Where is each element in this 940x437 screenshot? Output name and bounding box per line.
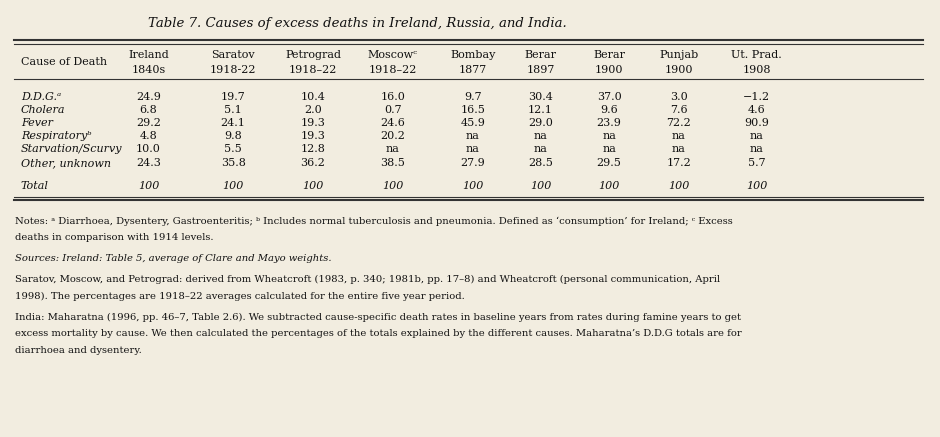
Text: Saratov: Saratov bbox=[212, 50, 255, 60]
Text: na: na bbox=[603, 132, 616, 141]
Text: 29.2: 29.2 bbox=[136, 118, 161, 128]
Text: Fever: Fever bbox=[21, 118, 53, 128]
Text: na: na bbox=[750, 132, 763, 141]
Text: Ut. Prad.: Ut. Prad. bbox=[731, 50, 782, 60]
Text: 3.0: 3.0 bbox=[670, 92, 687, 102]
Text: 100: 100 bbox=[599, 181, 619, 191]
Text: Moscowᶜ: Moscowᶜ bbox=[368, 50, 418, 60]
Text: 27.9: 27.9 bbox=[461, 159, 485, 168]
Text: 90.9: 90.9 bbox=[744, 118, 769, 128]
Text: 100: 100 bbox=[303, 181, 323, 191]
Text: 23.9: 23.9 bbox=[597, 118, 621, 128]
Text: na: na bbox=[386, 145, 400, 154]
Text: 29.5: 29.5 bbox=[597, 159, 621, 168]
Text: 100: 100 bbox=[383, 181, 403, 191]
Text: 16.5: 16.5 bbox=[461, 105, 485, 115]
Text: Berar: Berar bbox=[525, 50, 556, 60]
Text: Other, unknown: Other, unknown bbox=[21, 159, 111, 168]
Text: −1.2: −1.2 bbox=[744, 92, 770, 102]
Text: 1897: 1897 bbox=[526, 65, 555, 75]
Text: 30.4: 30.4 bbox=[528, 92, 553, 102]
Text: 1900: 1900 bbox=[665, 65, 693, 75]
Text: na: na bbox=[466, 145, 479, 154]
Text: 1918–22: 1918–22 bbox=[368, 65, 417, 75]
Text: 1918-22: 1918-22 bbox=[210, 65, 257, 75]
Text: 19.3: 19.3 bbox=[301, 132, 325, 141]
Text: 10.4: 10.4 bbox=[301, 92, 325, 102]
Text: 100: 100 bbox=[138, 181, 159, 191]
Text: 24.3: 24.3 bbox=[136, 159, 161, 168]
Text: 100: 100 bbox=[223, 181, 243, 191]
Text: 12.1: 12.1 bbox=[528, 105, 553, 115]
Text: na: na bbox=[750, 145, 763, 154]
Text: 1840s: 1840s bbox=[132, 65, 165, 75]
Text: 2.0: 2.0 bbox=[305, 105, 321, 115]
Text: 1908: 1908 bbox=[743, 65, 771, 75]
Text: 100: 100 bbox=[668, 181, 689, 191]
Text: diarrhoea and dysentery.: diarrhoea and dysentery. bbox=[15, 346, 142, 355]
Text: Saratov, Moscow, and Petrograd: derived from Wheatcroft (1983, p. 340; 1981b, pp: Saratov, Moscow, and Petrograd: derived … bbox=[15, 275, 720, 284]
Text: Sources: Ireland: Table 5, average of Clare and Mayo weights.: Sources: Ireland: Table 5, average of Cl… bbox=[15, 254, 332, 263]
Text: 1900: 1900 bbox=[595, 65, 623, 75]
Text: na: na bbox=[534, 132, 547, 141]
Text: 38.5: 38.5 bbox=[381, 159, 405, 168]
Text: 37.0: 37.0 bbox=[597, 92, 621, 102]
Text: 100: 100 bbox=[462, 181, 483, 191]
Text: 20.2: 20.2 bbox=[381, 132, 405, 141]
Text: 100: 100 bbox=[530, 181, 551, 191]
Text: India: Maharatna (1996, pp. 46–7, Table 2.6). We subtracted cause-specific death: India: Maharatna (1996, pp. 46–7, Table … bbox=[15, 312, 741, 322]
Text: 10.0: 10.0 bbox=[136, 145, 161, 154]
Text: 0.7: 0.7 bbox=[384, 105, 401, 115]
Text: 35.8: 35.8 bbox=[221, 159, 245, 168]
Text: Table 7. Causes of excess deaths in Ireland, Russia, and India.: Table 7. Causes of excess deaths in Irel… bbox=[148, 17, 567, 31]
Text: 45.9: 45.9 bbox=[461, 118, 485, 128]
Text: 6.8: 6.8 bbox=[140, 105, 157, 115]
Text: Cause of Death: Cause of Death bbox=[21, 58, 107, 67]
Text: 100: 100 bbox=[746, 181, 767, 191]
Text: 19.7: 19.7 bbox=[221, 92, 245, 102]
Text: 16.0: 16.0 bbox=[381, 92, 405, 102]
Text: Berar: Berar bbox=[593, 50, 625, 60]
Text: Bombay: Bombay bbox=[450, 50, 495, 60]
Text: excess mortality by cause. We then calculated the percentages of the totals expl: excess mortality by cause. We then calcu… bbox=[15, 329, 742, 338]
Text: 1998). The percentages are 1918–22 averages calculated for the entire five year : 1998). The percentages are 1918–22 avera… bbox=[15, 291, 464, 301]
Text: Ireland: Ireland bbox=[128, 50, 169, 60]
Text: na: na bbox=[534, 145, 547, 154]
Text: 4.6: 4.6 bbox=[748, 105, 765, 115]
Text: 1877: 1877 bbox=[459, 65, 487, 75]
Text: 9.6: 9.6 bbox=[601, 105, 618, 115]
Text: 17.2: 17.2 bbox=[666, 159, 691, 168]
Text: 29.0: 29.0 bbox=[528, 118, 553, 128]
Text: Starvation/Scurvy: Starvation/Scurvy bbox=[21, 145, 122, 154]
Text: 24.6: 24.6 bbox=[381, 118, 405, 128]
Text: 5.1: 5.1 bbox=[225, 105, 242, 115]
Text: 36.2: 36.2 bbox=[301, 159, 325, 168]
Text: Respiratoryᵇ: Respiratoryᵇ bbox=[21, 132, 91, 141]
Text: 7.6: 7.6 bbox=[670, 105, 687, 115]
Text: 9.7: 9.7 bbox=[464, 92, 481, 102]
Text: 4.8: 4.8 bbox=[140, 132, 157, 141]
Text: 19.3: 19.3 bbox=[301, 118, 325, 128]
Text: Petrograd: Petrograd bbox=[285, 50, 341, 60]
Text: 12.8: 12.8 bbox=[301, 145, 325, 154]
Text: deaths in comparison with 1914 levels.: deaths in comparison with 1914 levels. bbox=[15, 233, 213, 242]
Text: 28.5: 28.5 bbox=[528, 159, 553, 168]
Text: 9.8: 9.8 bbox=[225, 132, 242, 141]
Text: 24.1: 24.1 bbox=[221, 118, 245, 128]
Text: 24.9: 24.9 bbox=[136, 92, 161, 102]
Text: na: na bbox=[466, 132, 479, 141]
Text: 1918–22: 1918–22 bbox=[289, 65, 337, 75]
Text: Cholera: Cholera bbox=[21, 105, 65, 115]
Text: Punjab: Punjab bbox=[659, 50, 698, 60]
Text: 5.7: 5.7 bbox=[748, 159, 765, 168]
Text: Notes: ᵃ Diarrhoea, Dysentery, Gastroenteritis; ᵇ Includes normal tuberculosis a: Notes: ᵃ Diarrhoea, Dysentery, Gastroent… bbox=[15, 216, 733, 225]
Text: na: na bbox=[672, 145, 685, 154]
Text: 72.2: 72.2 bbox=[666, 118, 691, 128]
Text: 5.5: 5.5 bbox=[225, 145, 242, 154]
Text: na: na bbox=[672, 132, 685, 141]
Text: na: na bbox=[603, 145, 616, 154]
Text: D.D.G.ᵃ: D.D.G.ᵃ bbox=[21, 92, 61, 102]
Text: Total: Total bbox=[21, 181, 49, 191]
